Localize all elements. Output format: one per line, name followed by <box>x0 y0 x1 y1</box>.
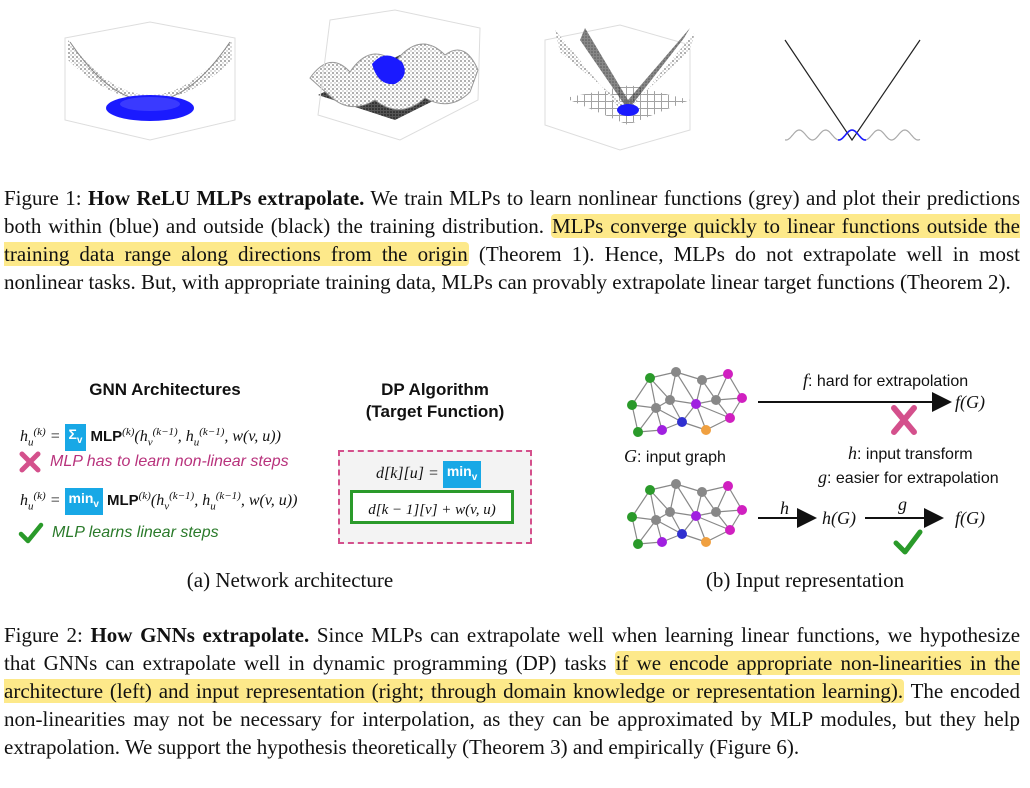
figure1-text-a: We train MLPs to learn nonlinear functio… <box>4 186 1021 238</box>
graph-node <box>723 369 733 379</box>
figure2-label: Figure 2: <box>4 623 83 647</box>
h-label: h: input transform <box>848 443 973 463</box>
check-icon-b <box>893 529 923 555</box>
graph-node <box>677 417 687 427</box>
sum-operator: Σv <box>64 424 87 451</box>
figure2-text-b: The encoded non-linearities may not be n… <box>4 679 1021 759</box>
graph-node <box>671 367 681 377</box>
graph-node <box>737 505 747 515</box>
graph-node <box>725 525 735 535</box>
graph-node <box>711 507 721 517</box>
graph-node <box>691 399 701 409</box>
graph-node <box>701 425 711 435</box>
graph-edge <box>675 483 697 517</box>
G-label: G: input graph <box>624 446 726 466</box>
graph-node <box>657 425 667 435</box>
cross-icon-b <box>891 405 917 435</box>
graph-node <box>651 403 661 413</box>
good-note: MLP learns linear steps <box>52 524 219 541</box>
graph-node <box>627 400 637 410</box>
graph-node <box>633 427 643 437</box>
gnn-equation-min: hu(k) = minv MLP(k)(hv(k−1), hu(k−1), w(… <box>20 488 297 515</box>
plot-wavy <box>309 9 481 141</box>
graph-node <box>697 487 707 497</box>
figure1-title: How ReLU MLPs extrapolate. <box>87 186 365 210</box>
f-of-G-bottom: f(G) <box>955 508 985 528</box>
figure2-caption: Figure 2: How GNNs extrapolate. Since ML… <box>4 621 1020 761</box>
h-of-G: h(G) <box>822 508 856 528</box>
figure2-text-a: Since MLPs can extrapolate well when lea… <box>4 623 1021 675</box>
min-operator: minv <box>64 488 103 515</box>
dp-min-operator: minv <box>442 461 482 488</box>
graph-node <box>633 539 643 549</box>
dp-lhs: d[k][u] = minv <box>376 461 482 488</box>
arrow-g-label: g <box>898 494 907 514</box>
graph-edge <box>649 377 657 409</box>
graph-node <box>627 512 637 522</box>
graph-node <box>737 393 747 403</box>
graph-edge <box>675 371 697 405</box>
plot-v-grid <box>544 24 695 151</box>
graph-node <box>645 373 655 383</box>
caption-b: (b) Input representation <box>705 568 905 592</box>
graph-node <box>657 537 667 547</box>
graph-node <box>711 395 721 405</box>
graph-node <box>723 481 733 491</box>
plot-bowl <box>64 21 236 141</box>
wave-blue <box>837 129 867 141</box>
graph-node <box>697 375 707 385</box>
figure1-text-b: (Theorem 1). Hence, MLPs do not extrapol… <box>4 242 1020 294</box>
cross-icon <box>18 451 42 478</box>
graph-node <box>651 515 661 525</box>
g-label: g: easier for extrapolation <box>818 467 999 487</box>
graph-edge <box>695 403 731 419</box>
dp-title-1: DP Algorithm <box>381 380 489 399</box>
panel-b-svg <box>627 367 952 555</box>
dp-rhs: d[k − 1][v] + w(v, u) <box>350 490 514 524</box>
graph-edge <box>695 515 731 531</box>
figure2-title: How GNNs extrapolate. <box>90 623 310 647</box>
input-graph-top <box>627 367 747 437</box>
f-label: f: hard for extrapolation <box>803 370 969 390</box>
graph-edge <box>631 377 651 406</box>
graph-node <box>665 507 675 517</box>
input-representation-diagram <box>610 360 1020 560</box>
graph-node <box>677 529 687 539</box>
caption-a: (a) Network architecture <box>186 568 394 592</box>
input-graph-bottom <box>627 479 747 549</box>
graph-edge <box>631 489 651 518</box>
check-icon <box>18 522 44 549</box>
graph-node <box>701 537 711 547</box>
graph-node <box>671 479 681 489</box>
f-of-G-top: f(G) <box>955 392 985 412</box>
figure1-label: Figure 1: <box>4 186 82 210</box>
arrow-h-label: h <box>780 498 789 518</box>
graph-node <box>725 413 735 423</box>
graph-node <box>645 485 655 495</box>
bad-note: MLP has to learn non-linear steps <box>50 453 289 470</box>
figure1-svg <box>64 9 921 151</box>
gnn-equation-sum: hu(k) = Σv MLP(k)(hv(k−1), hu(k−1), w(v,… <box>20 424 281 451</box>
gnn-arch-title: GNN Architectures <box>89 380 241 399</box>
graph-edge <box>649 489 657 521</box>
plot-v-wave <box>784 39 921 142</box>
graph-node <box>665 395 675 405</box>
dp-title-2: (Target Function) <box>365 402 505 421</box>
figure1-caption: Figure 1: How ReLU MLPs extrapolate. We … <box>4 184 1020 296</box>
figure1-plots <box>0 0 1030 170</box>
graph-node <box>691 511 701 521</box>
